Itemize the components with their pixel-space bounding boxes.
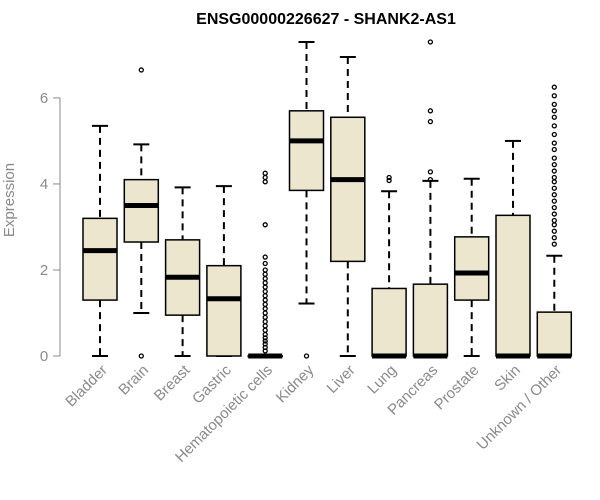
box-iqr (330, 116, 366, 263)
box-breast (164, 186, 201, 357)
outlier-point (551, 114, 557, 120)
x-tick-label: Kidney (273, 361, 318, 406)
box-iqr (495, 214, 531, 357)
outlier-point (551, 174, 557, 181)
outlier-point (551, 192, 557, 198)
box-brain (123, 67, 160, 359)
box-bladder (82, 124, 118, 357)
outlier-point (303, 353, 310, 359)
x-tick-label: Breast (151, 361, 194, 404)
x-tick-label: Prostate (431, 362, 483, 414)
outlier-point (262, 267, 268, 273)
outlier-point (262, 348, 268, 354)
outlier-point (427, 169, 434, 175)
y-tick-label: 2 (40, 262, 48, 279)
box-gastric (206, 185, 242, 357)
outlier-point (551, 101, 557, 108)
outlier-point (551, 155, 557, 161)
outlier-point (262, 170, 268, 176)
outlier-point (262, 271, 268, 277)
box-hematopoietic-cells (247, 170, 283, 359)
chart-title: ENSG00000226627 - SHANK2-AS1 (196, 11, 456, 28)
outlier-point (551, 179, 557, 185)
outlier-point (262, 174, 268, 181)
box-liver (330, 56, 366, 357)
box-iqr (371, 287, 407, 357)
outlier-point (262, 275, 268, 282)
outlier-point (262, 318, 268, 325)
outlier-point (138, 67, 144, 73)
outlier-point (262, 284, 268, 290)
box-iqr (206, 264, 242, 357)
outlier-point (551, 204, 557, 211)
outlier-point (138, 353, 144, 359)
box-kidney (288, 41, 325, 359)
outlier-point (262, 254, 268, 260)
outlier-point (262, 293, 268, 299)
y-tick-label: 0 (40, 348, 48, 365)
outlier-point (262, 323, 268, 329)
outlier-point (551, 211, 557, 217)
outlier-point (551, 241, 557, 247)
outlier-point (386, 177, 392, 184)
outlier-point (551, 161, 557, 168)
outlier-point (551, 93, 557, 99)
outlier-point (427, 118, 434, 125)
x-tick-label: Liver (324, 362, 359, 397)
box-skin (495, 139, 531, 359)
outlier-point (262, 297, 268, 303)
box-iqr (536, 311, 573, 357)
x-tick-label: Lung (364, 362, 400, 398)
box-lung (371, 174, 407, 359)
outlier-point (262, 310, 268, 316)
outlier-point (551, 222, 557, 228)
boxes (82, 39, 573, 359)
outlier-point (427, 39, 434, 45)
x-tick-label: Bladder (62, 362, 111, 411)
outlier-point (551, 228, 557, 234)
outlier-point (551, 217, 557, 224)
x-tick-label: Skin (491, 362, 524, 395)
box-prostate (453, 177, 490, 357)
outlier-point (262, 338, 268, 344)
outlier-point (551, 84, 557, 90)
outlier-point (262, 280, 268, 286)
outlier-point (262, 306, 268, 312)
outlier-point (262, 301, 268, 308)
box-iqr (412, 283, 449, 357)
outlier-point (262, 260, 268, 267)
outlier-point (551, 185, 557, 191)
outlier-point (551, 198, 557, 204)
box-unknown-other (536, 84, 573, 359)
box-iqr (453, 236, 490, 301)
outlier-point (262, 335, 268, 341)
y-axis-label: Expression (1, 163, 18, 237)
outlier-point (427, 176, 434, 183)
box-iqr (82, 217, 118, 301)
outlier-point (551, 140, 557, 146)
y-tick-label: 6 (40, 90, 48, 107)
outlier-point (551, 108, 557, 114)
box-iqr (123, 178, 160, 243)
box-iqr (288, 110, 325, 192)
outlier-point (262, 179, 268, 185)
x-tick-label: Brain (115, 362, 152, 399)
outlier-point (551, 131, 557, 138)
outlier-point (262, 288, 268, 295)
outlier-point (262, 327, 268, 333)
y-tick-label: 4 (40, 176, 48, 193)
outlier-point (551, 168, 557, 174)
outlier-point (262, 222, 268, 228)
outlier-point (551, 123, 557, 129)
outlier-point (551, 235, 557, 241)
outlier-point (427, 108, 434, 114)
outlier-point (262, 314, 268, 320)
y-axis: 0 2 4 6 (40, 90, 61, 365)
outlier-point (551, 146, 557, 153)
outlier-point (386, 174, 392, 181)
box-pancreas (412, 39, 449, 359)
